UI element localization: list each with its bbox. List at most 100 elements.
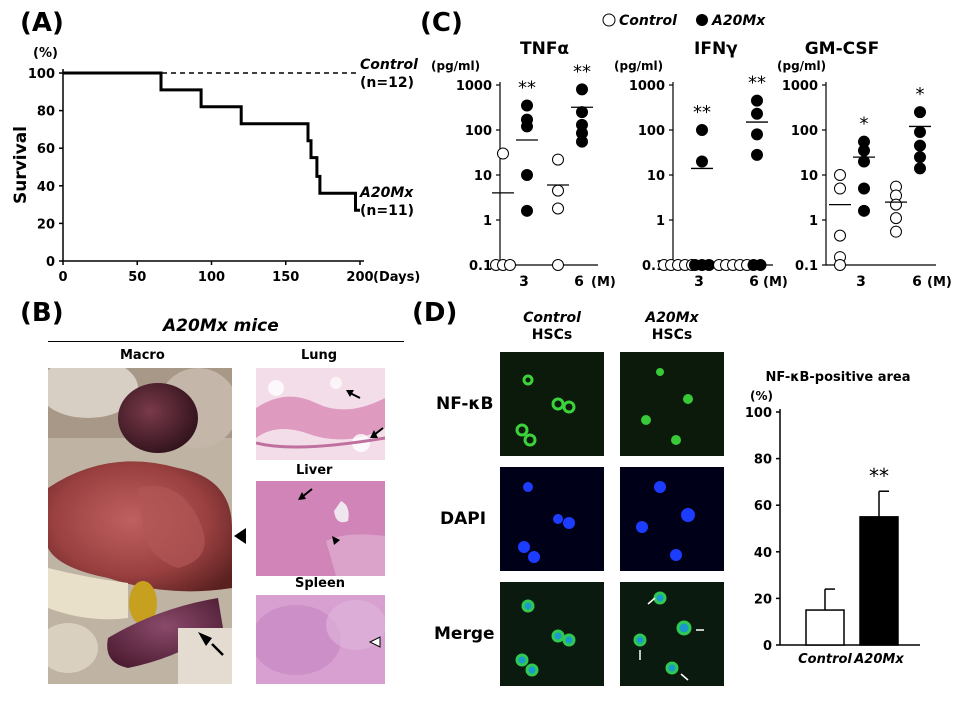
panel-b-title: A20Mx mice xyxy=(163,316,279,336)
tnf-y-tick-label-0.1: 0.1 xyxy=(469,259,492,274)
tnf-3-control-point-0 xyxy=(497,147,509,160)
tnf-3-a20mx-point-4 xyxy=(521,204,533,217)
gmcsf-6-control-point-2 xyxy=(890,198,902,211)
tnf-6-significance: ** xyxy=(573,61,591,82)
row-dapi-label: DAPI xyxy=(440,509,487,529)
a20mx-n-label: (n=11) xyxy=(360,203,414,219)
ifn-month-unit: (M) xyxy=(763,275,788,290)
ifn-x-label-6: 6 xyxy=(749,274,759,290)
panel-a-label: (A) xyxy=(20,8,64,38)
tnf-6-control-point-2 xyxy=(552,202,564,215)
ifn-y-tick-label-1: 1 xyxy=(656,214,665,229)
gmcsf-6-a20mx-point-3 xyxy=(914,151,926,164)
gmcsf-y-tick-label-10: 10 xyxy=(800,169,818,184)
merge-arrows-icon xyxy=(639,597,704,681)
lung-histology xyxy=(256,368,385,460)
y-tick-label-20: 20 xyxy=(37,217,55,232)
col-a20mx-hscs-label: HSCs xyxy=(651,327,693,343)
ifn-6-a20mx-point-3 xyxy=(751,148,763,161)
x-tick-label-100: 100 xyxy=(198,270,225,285)
liver-histology-image xyxy=(256,481,385,576)
gmcsf-3-significance: * xyxy=(860,114,869,135)
gmcsf-title: GM-CSF xyxy=(805,39,880,59)
y-tick-label-0: 0 xyxy=(46,255,55,270)
gmcsf-6-control-point-3 xyxy=(890,212,902,225)
liver-arrowhead-icon xyxy=(332,536,340,545)
gmcsf-3-control-point-0 xyxy=(834,169,846,181)
row-merge-label: Merge xyxy=(434,624,495,644)
liver-histology xyxy=(256,481,385,576)
gmcsf-6-significance: * xyxy=(916,84,925,105)
bar-y-tick-label-100: 100 xyxy=(745,406,772,421)
a20mx-series-label: A20Mx xyxy=(359,185,414,201)
survival-y-label: Survival xyxy=(11,126,31,204)
row-nfkb-label: NF-κB xyxy=(436,394,494,414)
x-tick-label-150: 150 xyxy=(272,270,299,285)
tnf-y-tick-label-1000: 1000 xyxy=(456,79,492,94)
col-a20mx-label: A20Mx xyxy=(645,310,699,326)
y-tick-label-60: 60 xyxy=(37,142,55,157)
control-bar-label: Control xyxy=(798,652,852,667)
gmcsf-y-tick-label-100: 100 xyxy=(791,124,818,139)
tnf-scatter: 0.1 1 10 100 1000 3 6 ** ** xyxy=(456,61,598,290)
nfkb-bar-chart: NF-κB-positive area (%) 0 20 40 60 80 100 Cont… xyxy=(745,370,920,667)
gmcsf-6-a20mx-point-2 xyxy=(914,139,926,152)
gmcsf-y-tick-label-1: 1 xyxy=(809,214,818,229)
x-tick-label-50: 50 xyxy=(128,270,146,285)
ifn-6-a20mx-point-5 xyxy=(754,259,767,271)
ifn-6-a20mx-point-2 xyxy=(751,128,763,141)
macro-photo-image xyxy=(48,368,232,684)
control-series-label: Control xyxy=(360,57,418,73)
tnf-x-label-6: 6 xyxy=(574,274,584,290)
spleen-histology-image xyxy=(256,595,385,684)
gmcsf-3-control-point-1 xyxy=(834,182,846,195)
ifn-3-a20mx-point-4 xyxy=(703,259,715,271)
control-dapi-image xyxy=(500,467,604,571)
bar-y-tick-label-40: 40 xyxy=(754,546,772,561)
tnf-6-a20mx-point-0 xyxy=(576,83,588,96)
control-merge-image xyxy=(500,582,604,686)
ifn-3-a20mx-point-1 xyxy=(696,155,708,168)
tnf-3-a20mx-point-0 xyxy=(521,99,533,112)
bar-y-tick-label-0: 0 xyxy=(763,639,772,654)
col-control-label: Control xyxy=(523,310,581,326)
gmcsf-6-a20mx-point-0 xyxy=(914,106,926,119)
a20mx-bar-label: A20Mx xyxy=(853,652,904,667)
legend-a20mx-label: A20Mx xyxy=(711,13,766,29)
survival-axes xyxy=(62,69,364,262)
macro-photo xyxy=(48,368,232,684)
lung-histology-image xyxy=(256,368,385,460)
bar-title: NF-κB-positive area xyxy=(766,370,911,385)
control-bar xyxy=(805,609,845,646)
ifn-6-a20mx-point-1 xyxy=(751,107,763,120)
tnf-6-control-point-3 xyxy=(552,259,564,271)
gmcsf-3-a20mx-point-2 xyxy=(858,155,870,168)
survival-chart: (%) Survival (Days) 0 20 40 60 80 100 0 50 100 15… xyxy=(11,46,420,285)
a20mx-bar xyxy=(859,516,899,646)
tnf-y-tick-label-10: 10 xyxy=(474,169,492,184)
legend-control-label: Control xyxy=(619,13,677,29)
panel-c-label: (C) xyxy=(420,8,463,38)
bar-marks: 0 20 40 60 80 100 Control A20Mx ** xyxy=(745,406,920,667)
tnf-6-a20mx-point-4 xyxy=(576,135,588,148)
bar-significance: ** xyxy=(869,464,889,488)
bar-y-tick-label-80: 80 xyxy=(754,453,772,468)
ifn-3-significance: ** xyxy=(693,102,711,123)
gmcsf-3-a20mx-point-1 xyxy=(858,144,870,157)
bar-y-tick-label-20: 20 xyxy=(754,592,772,607)
legend-a20mx-marker xyxy=(696,14,708,26)
tnf-unit: (pg/ml) xyxy=(431,59,480,73)
tnf-6-control-point-1 xyxy=(552,184,564,197)
spleen-arrow-icon xyxy=(211,643,224,656)
spleen-label: Spleen xyxy=(295,576,346,591)
survival-x-unit: (Days) xyxy=(373,270,420,285)
gmcsf-y-tick-label-0.1: 0.1 xyxy=(795,259,818,274)
x-tick-label-200: 200 xyxy=(346,270,373,285)
spleen-histology xyxy=(256,595,385,684)
tnf-title: TNFα xyxy=(520,39,569,59)
gmcsf-unit: (pg/ml) xyxy=(777,59,826,73)
ifn-unit: (pg/ml) xyxy=(614,59,663,73)
tnf-3-a20mx-point-2 xyxy=(521,120,533,133)
y-tick-label-40: 40 xyxy=(37,180,55,195)
gmcsf-3-a20mx-point-4 xyxy=(858,204,870,217)
